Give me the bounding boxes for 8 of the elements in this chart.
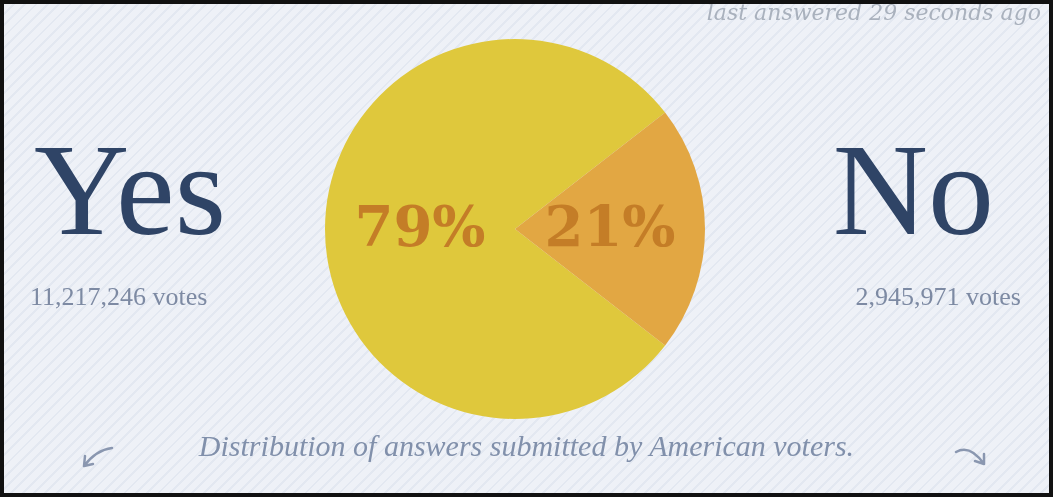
slice-label: No <box>832 116 994 263</box>
slice-label: Yes <box>34 116 227 263</box>
text: Distribution of answers submitted by American voters. <box>197 429 856 463</box>
data-label: 79% <box>354 193 486 259</box>
text: 2,945,971 votes <box>855 282 1021 312</box>
text: 11,217,246 votes <box>30 282 208 312</box>
text: last answered 29 seconds ago <box>706 3 1041 25</box>
pie-slice <box>515 112 705 346</box>
